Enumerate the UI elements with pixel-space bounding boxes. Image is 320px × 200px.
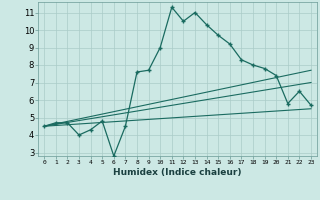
X-axis label: Humidex (Indice chaleur): Humidex (Indice chaleur) [113,168,242,177]
